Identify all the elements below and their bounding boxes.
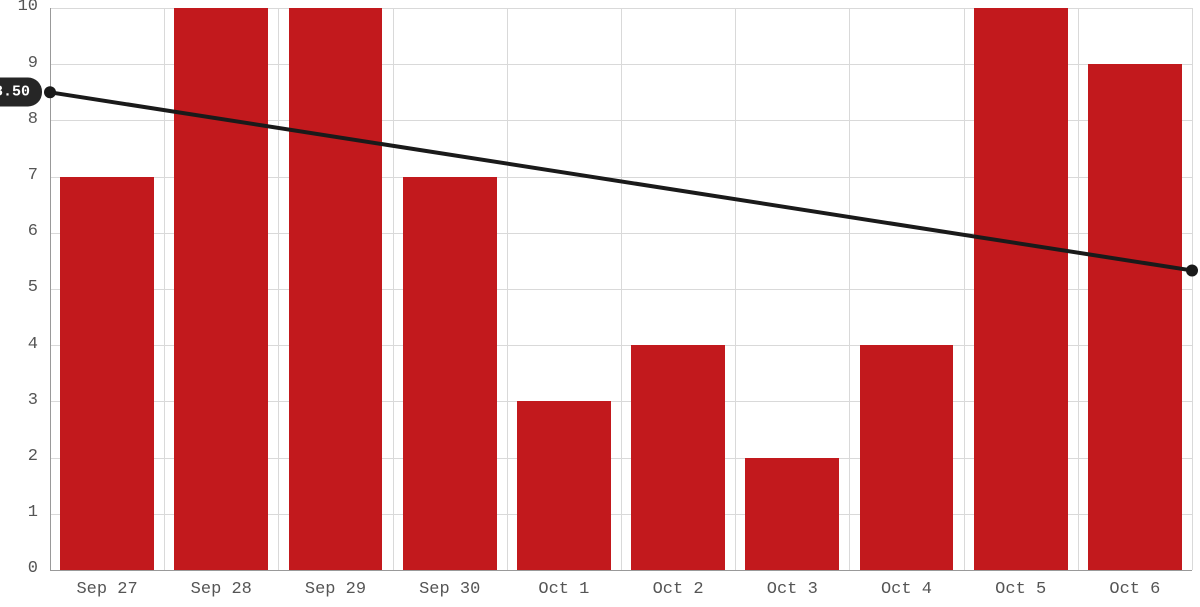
x-tick-label: Oct 1 bbox=[507, 580, 621, 599]
bar-chart: 012345678910Sep 27Sep 28Sep 29Sep 30Oct … bbox=[0, 0, 1200, 607]
x-tick-label: Sep 28 bbox=[164, 580, 278, 599]
bar bbox=[860, 345, 954, 570]
y-tick-label: 7 bbox=[0, 166, 38, 185]
y-axis-line bbox=[50, 8, 51, 570]
gridline-vertical bbox=[1078, 8, 1079, 570]
gridline-vertical bbox=[1192, 8, 1193, 570]
y-tick-label: 8 bbox=[0, 110, 38, 129]
x-tick-label: Oct 2 bbox=[621, 580, 735, 599]
x-tick-label: Oct 4 bbox=[849, 580, 963, 599]
bar bbox=[974, 8, 1068, 570]
gridline-vertical bbox=[393, 8, 394, 570]
y-tick-label: 9 bbox=[0, 54, 38, 73]
bar bbox=[1088, 64, 1182, 570]
x-tick-label: Sep 30 bbox=[393, 580, 507, 599]
bar bbox=[631, 345, 725, 570]
x-tick-label: Oct 3 bbox=[735, 580, 849, 599]
y-tick-label: 0 bbox=[0, 559, 38, 578]
y-tick-label: 5 bbox=[0, 278, 38, 297]
bar bbox=[174, 8, 268, 570]
x-tick-label: Oct 5 bbox=[964, 580, 1078, 599]
y-tick-label: 2 bbox=[0, 447, 38, 466]
x-axis-line bbox=[50, 570, 1192, 571]
x-tick-label: Oct 6 bbox=[1078, 580, 1192, 599]
trend-value-badge: 8.50 bbox=[0, 78, 42, 107]
x-tick-label: Sep 27 bbox=[50, 580, 164, 599]
gridline-vertical bbox=[621, 8, 622, 570]
bar bbox=[517, 401, 611, 570]
gridline-vertical bbox=[735, 8, 736, 570]
y-tick-label: 6 bbox=[0, 222, 38, 241]
y-tick-label: 3 bbox=[0, 391, 38, 410]
y-tick-label: 1 bbox=[0, 503, 38, 522]
gridline-vertical bbox=[849, 8, 850, 570]
bar bbox=[289, 8, 383, 570]
plot-area bbox=[50, 8, 1192, 570]
gridline-vertical bbox=[278, 8, 279, 570]
gridline-vertical bbox=[964, 8, 965, 570]
x-tick-label: Sep 29 bbox=[278, 580, 392, 599]
bar bbox=[403, 177, 497, 570]
y-tick-label: 4 bbox=[0, 335, 38, 354]
bar bbox=[60, 177, 154, 570]
y-tick-label: 10 bbox=[0, 0, 38, 16]
gridline-vertical bbox=[164, 8, 165, 570]
gridline-vertical bbox=[507, 8, 508, 570]
bar bbox=[745, 458, 839, 570]
